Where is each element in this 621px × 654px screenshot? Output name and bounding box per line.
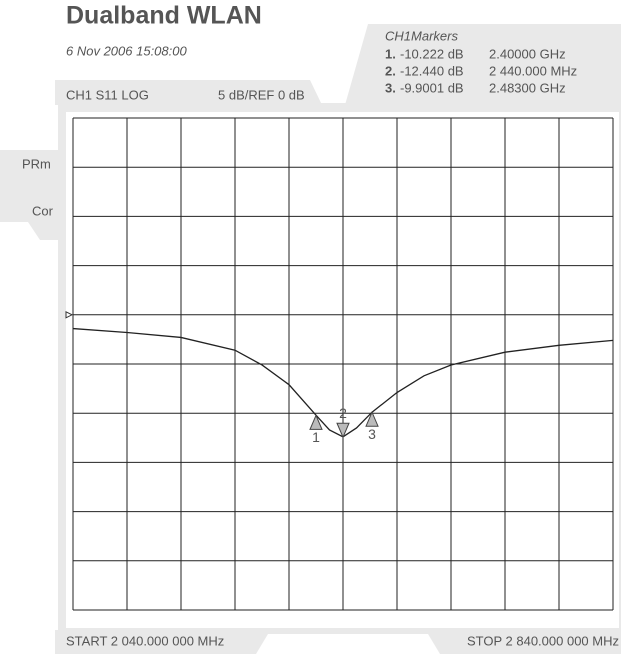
marker-value: -12.440 dB [400,63,464,78]
markers-panel [345,24,621,105]
subtitle: 6 Nov 2006 15:08:00 [66,43,187,58]
marker [365,410,379,427]
markers-title: CH1Markers [385,28,458,43]
marker-number: 2. [385,63,396,78]
footer-strip [55,630,621,654]
marker-x: 2 440.000 MHz [489,63,577,78]
side-tabs [0,150,58,240]
trace-label: CH1 S11 LOG [66,87,149,102]
marker-number: 1. [385,46,396,61]
marker-number: 3. [385,80,396,95]
side-label: PRm [22,156,51,171]
marker [336,422,350,439]
title: Dualband WLAN [66,2,262,30]
marker-value: -10.222 dB [400,46,464,61]
marker-tag: 1 [312,429,320,445]
marker-tag: 3 [368,426,376,442]
stop-label: STOP 2 840.000 000 MHz [467,633,619,648]
reference-marker [65,310,74,319]
marker-x: 2.48300 GHz [489,80,566,95]
marker [309,414,323,430]
header-tab [55,80,322,105]
marker-value: -9.9001 dB [400,80,464,95]
scale-label: 5 dB/REF 0 dB [218,87,305,102]
marker-tag: 2 [339,405,347,421]
side-label: Cor [32,203,54,218]
marker-x: 2.40000 GHz [489,46,566,61]
start-label: START 2 040.000 000 MHz [66,633,224,648]
